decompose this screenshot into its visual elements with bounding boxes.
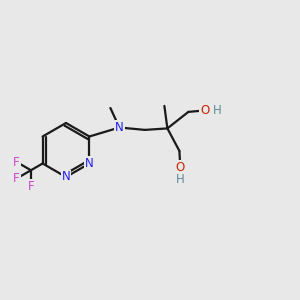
Text: N: N	[115, 121, 124, 134]
Text: H: H	[176, 173, 185, 187]
Text: F: F	[13, 155, 20, 169]
Text: O: O	[176, 161, 185, 174]
Text: N: N	[61, 170, 70, 184]
Text: N: N	[85, 157, 94, 170]
Text: F: F	[28, 180, 34, 193]
Text: F: F	[13, 172, 20, 185]
Text: O: O	[200, 104, 209, 117]
Text: H: H	[213, 104, 222, 117]
